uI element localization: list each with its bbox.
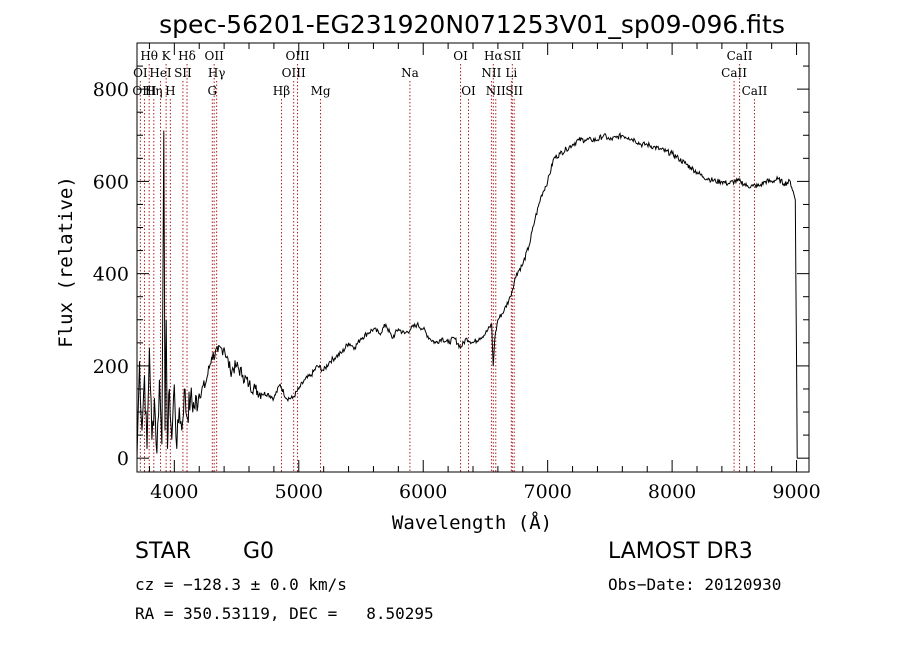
spectral-line-label: Hη [145, 84, 163, 98]
x-axis-label: Wavelength (Å) [392, 511, 552, 534]
spectral-line-label: OI [461, 84, 476, 98]
spectral-line-label: HeI [149, 66, 172, 80]
object-class: STAR [135, 539, 192, 564]
spectral-line-label: OIII [132, 84, 156, 98]
spectral-line-label: SII [503, 49, 521, 63]
x-tick-label: 9000 [772, 481, 820, 503]
spectral-line-label: OI [133, 66, 148, 80]
y-tick-label: 200 [93, 356, 129, 378]
spectral-line-label: OIII [282, 66, 306, 80]
spectral-line-label: Hδ [178, 49, 196, 63]
spectral-line-label: Hα [484, 49, 503, 63]
spectral-line-label: K [162, 49, 172, 63]
x-tick-label: 7000 [523, 481, 571, 503]
spectral-line-label: CaII [721, 66, 747, 80]
flux-series [136, 130, 798, 459]
y-axis-label: Flux (relative) [55, 176, 77, 348]
y-tick-label: 600 [93, 171, 129, 193]
spectral-line-label: H [165, 84, 175, 98]
spectral-line-label: SII [505, 84, 523, 98]
x-tick-label: 4000 [150, 481, 198, 503]
y-tick-label: 400 [93, 264, 129, 286]
survey-name: LAMOST DR3 [608, 539, 753, 564]
chart-title: spec-56201-EG231920N071253V01_sp09-096.f… [159, 10, 785, 39]
axes: 4000 5000 6000 7000 8000 9000 0 200 400 600 800 [93, 42, 821, 503]
spectral-line-label: NII [481, 66, 501, 80]
object-subclass: G0 [243, 539, 275, 564]
spectral-line-label: Mg [311, 84, 331, 98]
spectral-line-label: Li [505, 66, 517, 80]
spectral-line-label: OII [204, 49, 224, 63]
spectral-line-label: NII [486, 84, 506, 98]
spectral-line-label: Hθ [140, 49, 158, 63]
flux-line [136, 130, 798, 459]
spectral-line-label: Hγ [208, 66, 226, 80]
redshift-readout: cz = −128.3 ± 0.0 km/s [135, 575, 347, 594]
x-tick-label: 5000 [275, 481, 323, 503]
spectral-line-label: Hβ [273, 84, 290, 98]
spectral-line-label: Na [401, 66, 419, 80]
plot-frame [136, 42, 810, 473]
spectral-line-label: SII [174, 66, 192, 80]
coordinates: RA = 350.53119, DEC = 8.50295 [135, 604, 434, 623]
spectral-line-label: OI [453, 49, 468, 63]
spectral-line-label: CaII [742, 84, 768, 98]
x-tick-label: 8000 [648, 481, 696, 503]
spectral-line-label: CaII [727, 49, 753, 63]
y-tick-label: 0 [117, 448, 129, 470]
y-tick-label: 800 [93, 79, 129, 101]
spectral-line-label: OIII [286, 49, 310, 63]
spectral-line-label: G [207, 84, 217, 98]
obs-date: Obs−Date: 20120930 [608, 575, 782, 594]
x-tick-label: 6000 [399, 481, 447, 503]
